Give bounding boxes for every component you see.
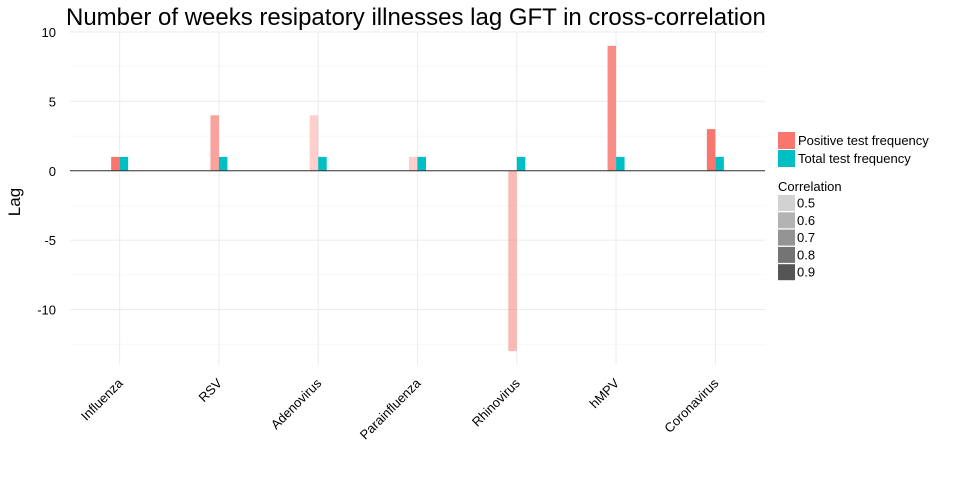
y-tick-label: 5 [49, 94, 56, 109]
legend-correlation-key [778, 246, 795, 263]
y-tick-label: -10 [37, 303, 56, 318]
legend-label-positive: Positive test frequency [798, 133, 929, 148]
y-tick-label: 0 [49, 164, 56, 179]
chart-title: Number of weeks resipatory illnesses lag… [66, 4, 766, 31]
bar-total-hmpv [616, 156, 625, 171]
legend-correlation-label: 0.8 [797, 247, 815, 262]
legend-correlation-label: 0.9 [797, 265, 815, 280]
bar-total-rhinovirus [516, 156, 526, 171]
bar-positive-rhinovirus [508, 170, 517, 352]
legend-fill: Positive test frequency Total test freque… [778, 132, 929, 167]
bar-total-adenovirus [318, 156, 327, 171]
legend-key-positive [778, 132, 795, 149]
legend-correlation-label: 0.6 [797, 213, 815, 228]
bar-positive-adenovirus [309, 115, 319, 171]
bar-total-coronavirus [715, 156, 724, 171]
x-tick-label: Influenza [78, 375, 126, 423]
legend-correlation-key [778, 229, 795, 246]
legend-correlation-key [778, 264, 795, 281]
legend-key-total [778, 150, 795, 167]
x-tick-label: RSV [196, 375, 226, 405]
x-tick-label: Rhinovirus [469, 375, 523, 429]
bar-layer [111, 45, 724, 352]
y-tick-label: 10 [42, 25, 56, 40]
grid-layer [70, 31, 765, 365]
bar-total-parainfluenza [417, 156, 426, 171]
legend-correlation-label: 0.7 [797, 230, 815, 245]
legend-label-total: Total test frequency [798, 151, 911, 166]
x-tick-label: Coronavirus [661, 375, 722, 436]
x-tick-label: Adenovirus [268, 375, 325, 432]
legend-correlation-label: 0.5 [797, 196, 815, 211]
bar-total-influenza [119, 156, 129, 171]
bar-positive-coronavirus [706, 129, 716, 171]
axis-layer: 10 5 0 -5 -10 Influenza RSV Adenovirus Parainflu… [37, 25, 765, 442]
legend-alpha: Correlation 0.5 0.6 0.7 0.8 0.9 [778, 179, 842, 281]
bar-positive-rsv [210, 115, 219, 171]
bar-positive-hmpv [607, 45, 617, 171]
legend-correlation-key [778, 195, 795, 211]
y-tick-label: -5 [44, 233, 56, 248]
bar-positive-influenza [111, 156, 120, 171]
legend-correlation-key [778, 212, 795, 229]
bar-total-rsv [218, 156, 228, 171]
x-tick-label: Parainfluenza [357, 375, 424, 442]
bar-positive-parainfluenza [409, 156, 418, 171]
y-axis-title: Lag [5, 188, 24, 216]
x-tick-label: hMPV [587, 375, 623, 411]
legend-correlation-title: Correlation [778, 179, 842, 194]
